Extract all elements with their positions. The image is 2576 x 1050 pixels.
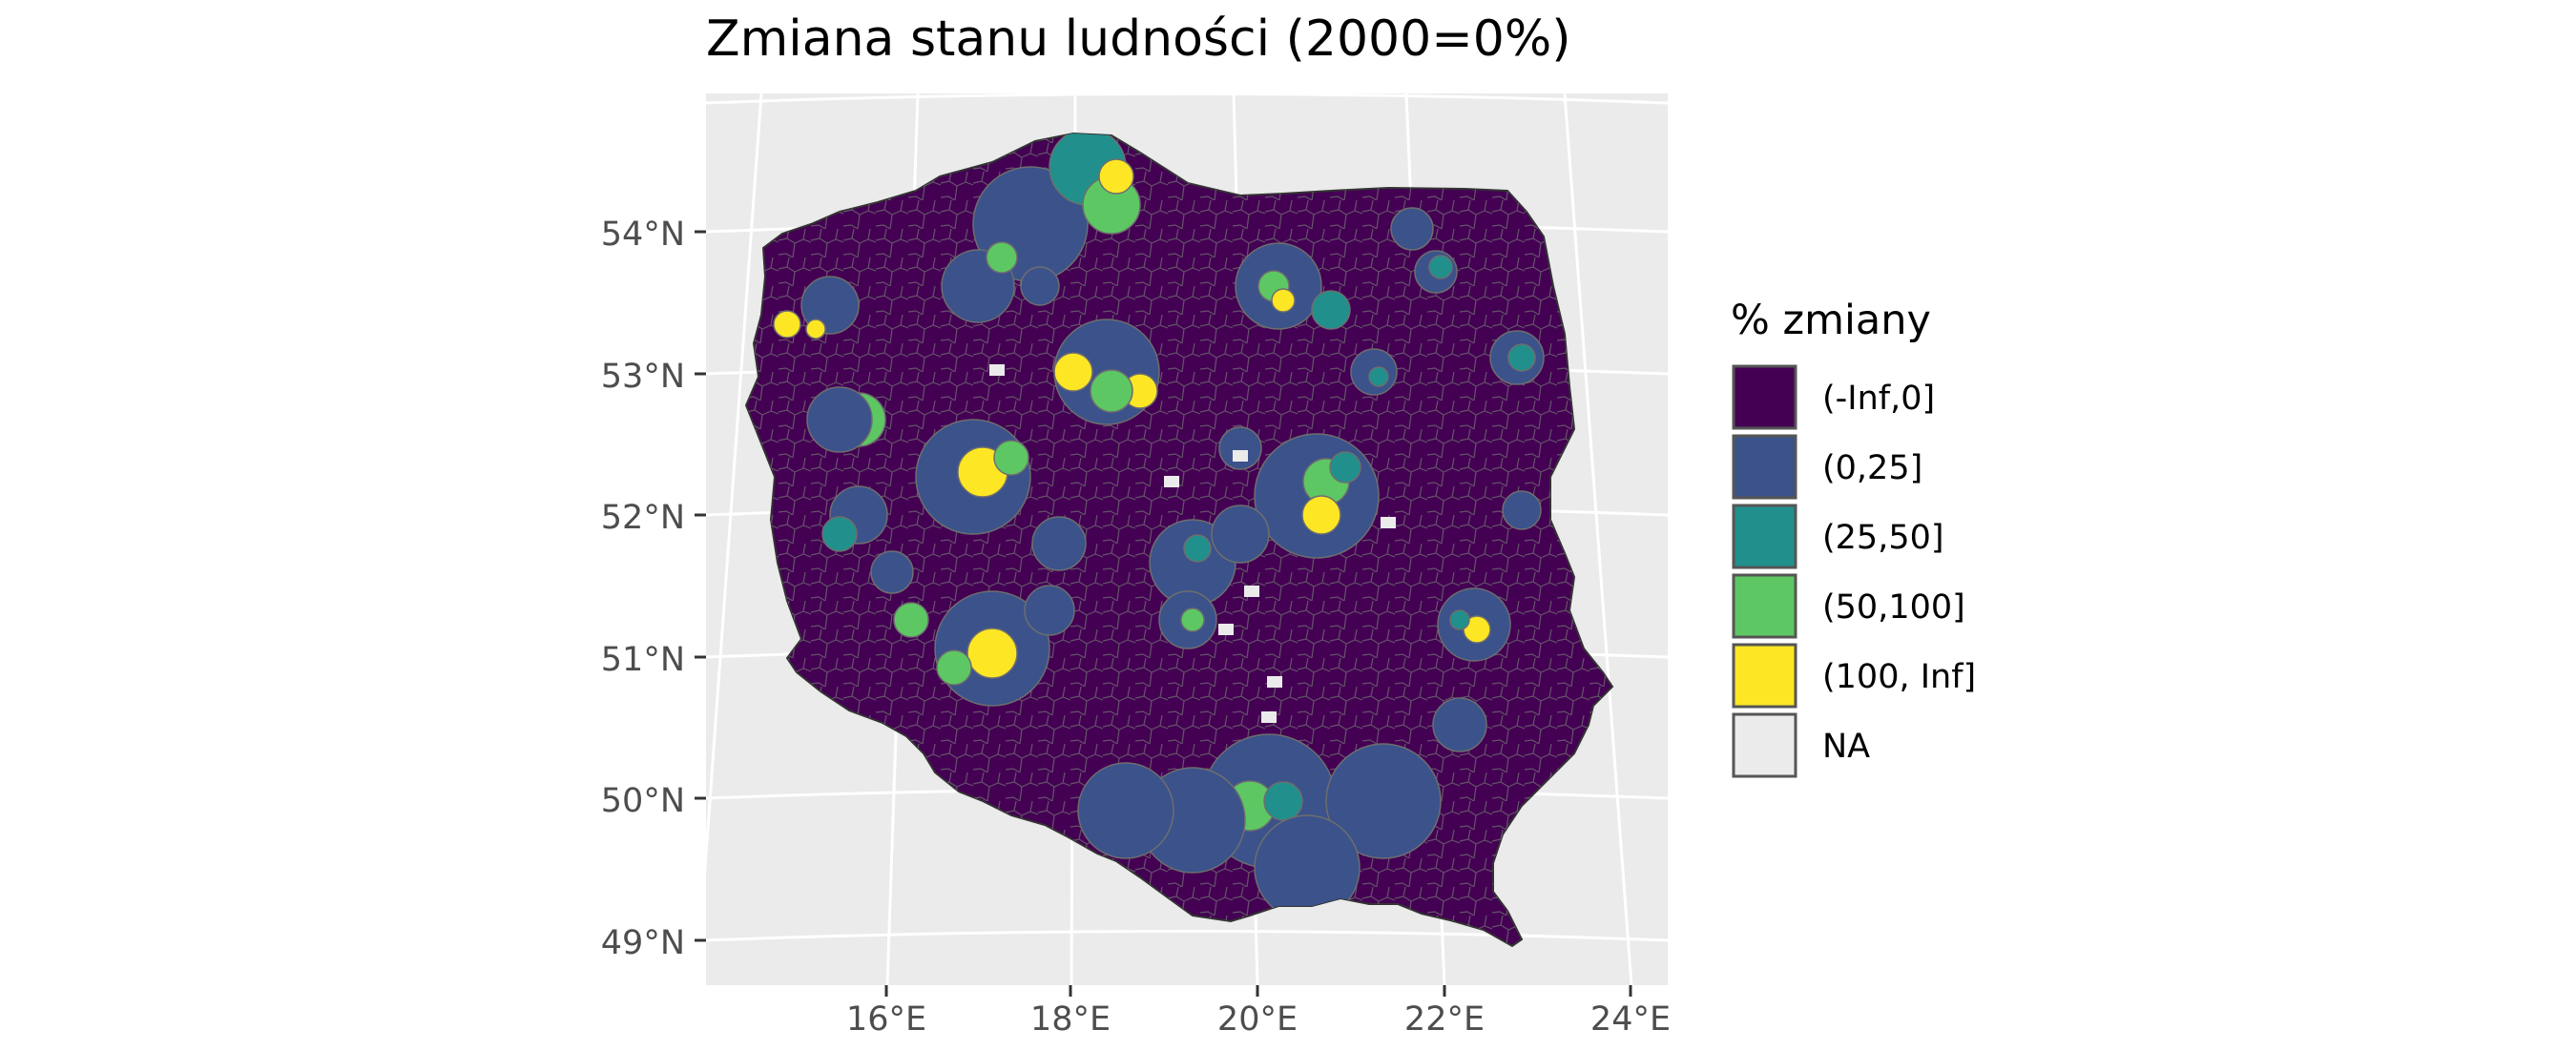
legend-key xyxy=(1732,643,1797,709)
na-region xyxy=(1218,624,1234,635)
growth-region xyxy=(1211,504,1270,564)
legend: % zmiany (-Inf,0] (0,25] (25,50] (50,100] (1… xyxy=(1731,297,1976,778)
longitude-tick-label: 24°E xyxy=(1590,1000,1671,1039)
poland-map xyxy=(744,132,1614,948)
latitude-tick-label: 49°N xyxy=(601,924,685,962)
growth-regions xyxy=(773,134,1545,921)
graticule-parallel xyxy=(706,930,1668,942)
longitude-tick-label: 16°E xyxy=(846,1000,926,1039)
growth-region xyxy=(1183,534,1212,563)
growth-region xyxy=(1325,743,1442,859)
latitude-tick-label: 52°N xyxy=(601,499,685,537)
growth-region xyxy=(773,310,801,339)
growth-region xyxy=(1263,781,1303,821)
longitude-tick-label: 22°E xyxy=(1404,1000,1485,1039)
growth-region xyxy=(1428,255,1453,279)
na-region xyxy=(989,364,1005,376)
legend-key xyxy=(1732,504,1797,569)
growth-region xyxy=(1020,266,1060,306)
legend-title: % zmiany xyxy=(1731,297,1931,344)
growth-region xyxy=(1077,762,1174,859)
legend-item-label: (0,25] xyxy=(1822,449,1922,487)
growth-region xyxy=(1502,490,1542,530)
growth-region xyxy=(1098,158,1134,195)
legend-item-label: NA xyxy=(1822,728,1870,766)
longitude-tick-label: 20°E xyxy=(1217,1000,1298,1039)
legend-key xyxy=(1732,364,1797,430)
latitude-axis: 54°N 53°N 52°N 51°N 50°N 49°N xyxy=(601,216,706,962)
growth-region xyxy=(1390,207,1434,251)
na-region xyxy=(1261,711,1277,723)
legend-key xyxy=(1732,573,1797,639)
latitude-tick-label: 50°N xyxy=(601,782,685,820)
legend-item-label: (-Inf,0] xyxy=(1822,380,1935,418)
na-region xyxy=(1164,476,1179,487)
growth-region xyxy=(986,241,1018,274)
latitude-tick-label: 54°N xyxy=(601,216,685,254)
growth-region xyxy=(936,649,972,686)
growth-region xyxy=(966,628,1018,679)
growth-region xyxy=(805,319,826,340)
map-title: Zmiana stanu ludności (2000=0%) xyxy=(706,10,1571,68)
growth-region xyxy=(1311,290,1351,330)
longitude-axis: 16°E 18°E 20°E 22°E 24°E xyxy=(846,985,1671,1039)
growth-region xyxy=(1271,288,1296,313)
na-region xyxy=(1267,676,1282,688)
growth-region xyxy=(1449,609,1470,630)
growth-region xyxy=(1507,343,1536,372)
growth-region xyxy=(1180,607,1205,632)
na-region xyxy=(1381,517,1396,528)
na-region xyxy=(1244,586,1259,597)
graticule-meridian xyxy=(706,93,763,875)
growth-region xyxy=(1053,352,1093,392)
legend-item-label: (25,50] xyxy=(1822,519,1944,557)
map-panel xyxy=(706,93,1668,985)
longitude-tick-label: 18°E xyxy=(1030,1000,1111,1039)
growth-region xyxy=(870,550,914,594)
growth-region xyxy=(1301,495,1341,535)
growth-region xyxy=(1463,615,1491,644)
growth-region xyxy=(1090,369,1133,413)
growth-region xyxy=(1432,697,1487,752)
growth-region xyxy=(1329,451,1361,484)
growth-region xyxy=(806,386,873,453)
growth-region xyxy=(1218,426,1262,470)
legend-item-label: (100, Inf] xyxy=(1822,658,1976,696)
na-region xyxy=(1233,450,1248,462)
growth-region xyxy=(1368,366,1389,387)
legend-key xyxy=(1732,434,1797,500)
graticule-parallel xyxy=(706,93,1668,105)
growth-region xyxy=(1024,585,1075,636)
growth-region xyxy=(1031,516,1087,571)
legend-key xyxy=(1732,712,1797,778)
graticule-meridian xyxy=(1563,93,1633,985)
growth-region xyxy=(893,602,929,638)
latitude-tick-label: 53°N xyxy=(601,358,685,396)
growth-region xyxy=(993,440,1029,476)
growth-region xyxy=(821,516,858,552)
legend-item-label: (50,100] xyxy=(1822,588,1965,627)
latitude-tick-label: 51°N xyxy=(601,641,685,679)
